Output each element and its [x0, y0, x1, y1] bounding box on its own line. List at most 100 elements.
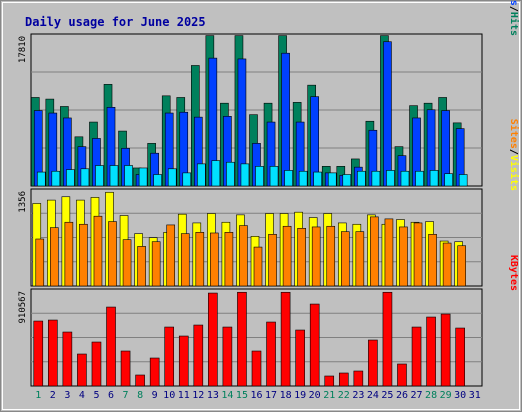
bar-pages-day-26	[400, 170, 410, 187]
bar-sites-day-10	[166, 224, 176, 287]
bar-sites-day-4	[79, 223, 88, 287]
bar-sites-day-5	[93, 215, 103, 287]
bar-pages-day-14	[226, 161, 235, 187]
bar-pages-day-3	[66, 169, 75, 187]
bar-sites-day-22	[340, 231, 350, 287]
bar-pages-day-10	[167, 168, 177, 187]
chart-inner-border-light	[2, 2, 520, 410]
bar-kbytes-day-4	[77, 353, 87, 387]
ylabel-part: Sites	[508, 119, 520, 149]
chart-title: Daily usage for June 2025	[25, 15, 206, 29]
ylabel-part: /	[508, 6, 519, 12]
bar-kbytes-day-6	[106, 306, 116, 387]
x-tick-label-6: 6	[108, 390, 114, 401]
bar-sites-day-23	[355, 231, 365, 287]
ylabel-part: Visits	[508, 155, 520, 191]
bar-pages-day-27	[415, 170, 424, 187]
bar-kbytes-day-8	[135, 374, 145, 387]
day-labels: 1 2 3 4 5 6 7 8 9 10 11 12 13 14 15 16 17 18 19 20 21 22 23 24 2…	[35, 390, 480, 401]
bar-kbytes-day-15	[237, 291, 247, 387]
panels: 17810Pages/Files/Hits1356Sites/Visits910…	[18, 0, 520, 387]
bar-sites-day-17	[268, 234, 277, 287]
x-tick-label-2: 2	[50, 390, 56, 401]
ylabel-part: Hits	[508, 12, 520, 36]
bar-pages-day-30	[458, 174, 468, 187]
bar-sites-day-28	[428, 234, 437, 287]
bar-pages-day-1	[36, 171, 46, 187]
bar-sites-day-16	[253, 246, 263, 287]
bar-pages-day-16	[255, 166, 264, 187]
bar-kbytes-day-1	[33, 320, 44, 387]
x-tick-label-27: 27	[411, 390, 423, 401]
ylabel-part: /	[508, 149, 519, 155]
bar-pages-day-20	[313, 171, 322, 187]
bar-kbytes-day-12	[193, 324, 204, 387]
x-tick-label-13: 13	[207, 390, 219, 401]
bar-kbytes-day-2	[48, 319, 58, 387]
x-tick-label-19: 19	[294, 390, 306, 401]
bar-sites-day-29	[442, 242, 452, 287]
bar-pages-day-22	[342, 174, 352, 187]
panel-hits_files_pages: 17810 Pages/Files/Hits	[18, 0, 520, 187]
bar-kbytes-day-9	[149, 357, 160, 387]
bar-sites-day-19	[297, 227, 306, 287]
x-tick-label-28: 28	[425, 390, 437, 401]
x-tick-label-26: 26	[396, 390, 408, 401]
x-tick-label-11: 11	[178, 390, 190, 401]
bar-kbytes-day-5	[91, 341, 102, 387]
bar-sites-day-14	[224, 232, 234, 287]
bar-sites-day-27	[413, 222, 423, 287]
bar-kbytes-day-28	[426, 316, 436, 387]
x-tick-label-14: 14	[221, 390, 233, 401]
bar-sites-day-26	[399, 226, 408, 287]
x-tick-label-15: 15	[236, 390, 248, 401]
panel-visits_sites: 1356 Sites/Visits	[18, 119, 520, 287]
bar-sites-day-15	[239, 225, 248, 287]
bar-kbytes-day-3	[62, 331, 73, 387]
bar-kbytes-day-19	[295, 329, 305, 387]
x-tick-label-24: 24	[367, 390, 379, 401]
bar-kbytes-day-29	[440, 313, 451, 387]
bar-pages-day-17	[269, 166, 279, 187]
bar-kbytes-day-17	[266, 321, 276, 387]
bar-kbytes-day-21	[324, 375, 335, 387]
x-tick-label-4: 4	[79, 390, 85, 401]
x-tick-label-30: 30	[454, 390, 466, 401]
bar-sites-day-24	[370, 216, 379, 287]
ylabel-part: Files	[508, 0, 520, 6]
bar-kbytes-day-30	[455, 327, 465, 387]
bar-pages-day-2	[51, 170, 61, 187]
bar-sites-day-8	[137, 246, 146, 287]
bar-pages-day-28	[429, 170, 439, 187]
bar-kbytes-day-10	[164, 326, 175, 387]
bar-kbytes-day-13	[208, 292, 218, 387]
bar-kbytes-day-16	[251, 350, 262, 387]
bar-sites-day-3	[64, 221, 74, 287]
bar-pages-day-29	[444, 173, 453, 187]
x-tick-label-29: 29	[440, 390, 452, 401]
x-tick-label-23: 23	[352, 390, 364, 401]
bar-sites-day-30	[457, 245, 466, 287]
bar-pages-day-5	[95, 165, 104, 187]
bar-sites-day-2	[50, 227, 59, 287]
bar-sites-day-13	[210, 232, 219, 287]
bar-pages-day-12	[197, 163, 206, 187]
bar-pages-day-21	[327, 172, 337, 187]
x-tick-label-25: 25	[381, 390, 393, 401]
bar-kbytes-day-27	[411, 326, 422, 387]
x-tick-label-9: 9	[152, 390, 158, 401]
bar-sites-day-1	[35, 238, 45, 287]
x-tick-label-18: 18	[280, 390, 292, 401]
bar-kbytes-day-25	[382, 291, 393, 387]
bar-kbytes-day-14	[222, 326, 233, 387]
x-tick-label-20: 20	[309, 390, 321, 401]
bar-kbytes-day-22	[338, 372, 349, 387]
x-tick-label-22: 22	[338, 390, 350, 401]
bar-kbytes-day-11	[178, 335, 189, 387]
bar-sites-day-20	[311, 226, 321, 287]
bar-pages-day-15	[240, 163, 250, 187]
bar-sites-day-7	[122, 239, 132, 287]
x-tick-label-8: 8	[137, 390, 143, 401]
